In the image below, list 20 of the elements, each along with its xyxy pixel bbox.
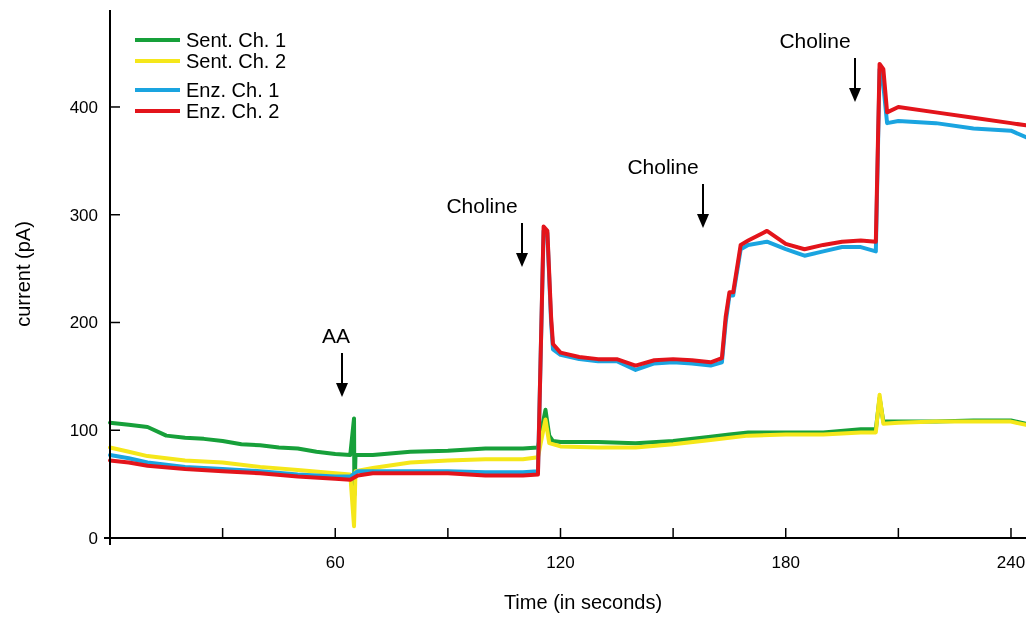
annotation: Choline <box>627 155 699 178</box>
x-tick-label: 180 <box>771 552 800 572</box>
x-tick-label: 240 <box>996 552 1026 572</box>
annotation: Choline <box>446 194 518 217</box>
y-tick-label: 0 <box>88 528 98 548</box>
x-axis-title: Time (in seconds) <box>503 591 663 613</box>
y-axis-title: current (pA) <box>12 221 34 327</box>
annotation: Choline <box>779 29 851 52</box>
legend-label: Sent. Ch. 2 <box>186 50 287 72</box>
legend-label: Sent. Ch. 1 <box>186 29 287 51</box>
legend-label: Enz. Ch. 1 <box>186 79 280 101</box>
x-tick-label: 120 <box>546 552 575 572</box>
legend-label: Enz. Ch. 2 <box>186 100 280 122</box>
y-tick-label: 400 <box>69 97 98 117</box>
annotation: AA <box>321 324 351 347</box>
y-tick-label: 200 <box>69 313 98 333</box>
y-tick-label: 300 <box>69 205 98 225</box>
line-series <box>108 392 1026 529</box>
x-tick-label: 60 <box>325 552 345 572</box>
y-tick-label: 100 <box>69 421 98 441</box>
